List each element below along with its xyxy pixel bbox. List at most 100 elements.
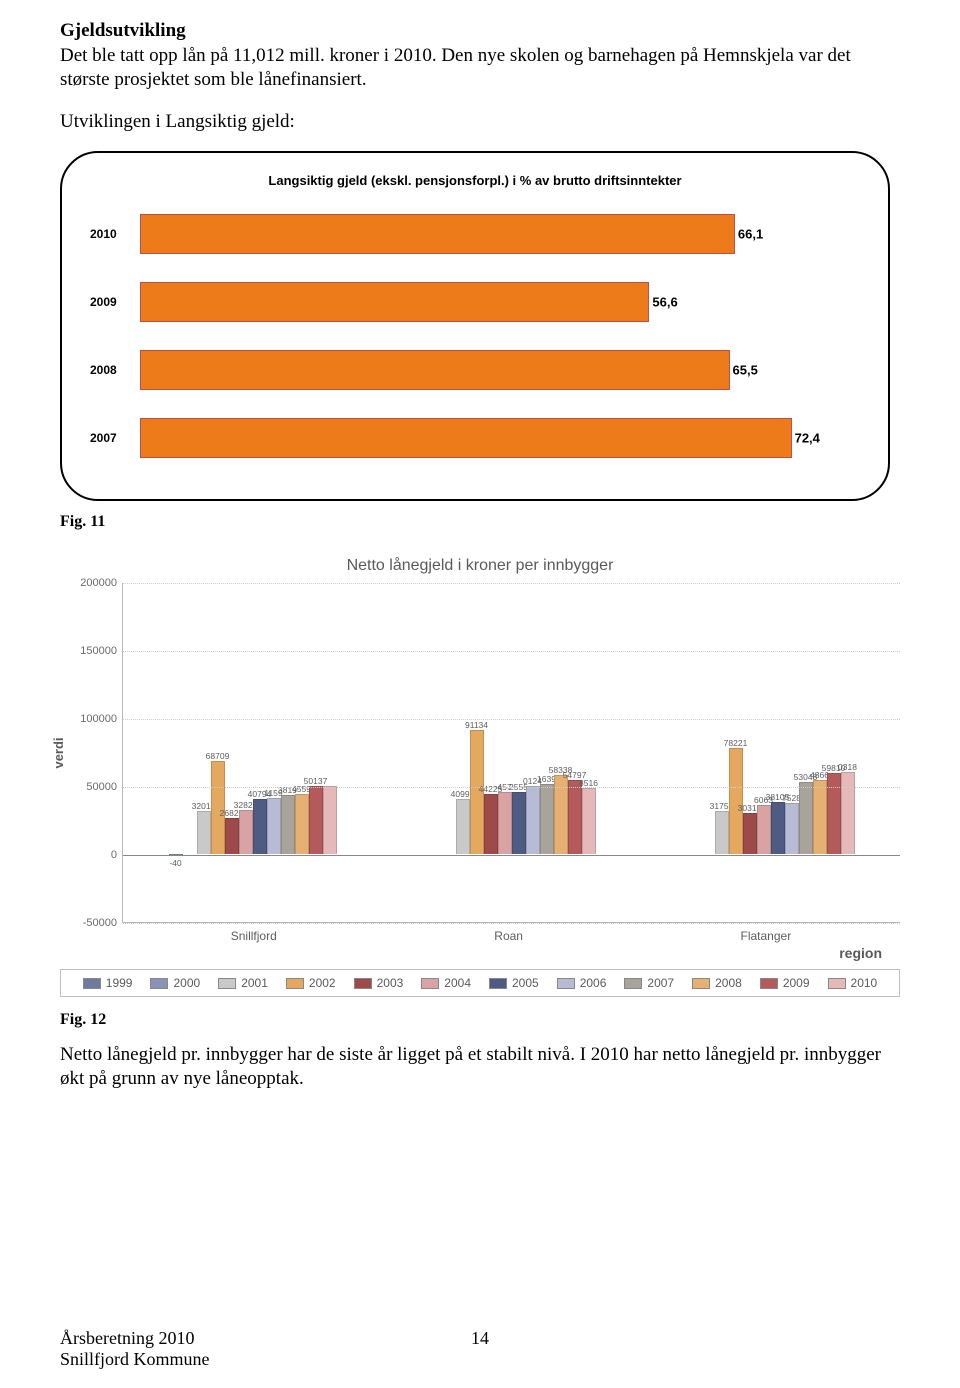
chart2-bar-label: -40: [169, 858, 181, 868]
chart2-group: 4099691134442254572555012416395833854797…: [428, 583, 596, 922]
chart2-bar: 50137: [309, 786, 323, 854]
legend-swatch: [218, 978, 236, 989]
chart2-bar: 1639: [540, 784, 554, 854]
legend-swatch: [828, 978, 846, 989]
chart2-group: -40 32014 68709 268203282340794115938194559…: [169, 583, 337, 922]
chart1-bar: 65,5: [140, 350, 730, 390]
chart1-bar: 66,1: [140, 214, 735, 254]
legend-item: 2009: [760, 976, 810, 990]
chart2-bar: 44225: [484, 794, 498, 854]
chart2-bar: 30316: [743, 813, 757, 854]
chart2-bar: 53048: [799, 782, 813, 854]
chart1-title: Langsiktig gjeld (ekskl. pensjonsforpl.)…: [90, 173, 860, 188]
chart1-container: Langsiktig gjeld (ekskl. pensjonsforpl.)…: [60, 151, 890, 501]
legend-label: 2008: [715, 976, 742, 990]
chart2-ytick-label: 100000: [65, 713, 117, 725]
chart2-legend: 1999 2000 2001 2002 2003 2004 2005 2006 2007 2008…: [60, 969, 900, 997]
chart2-bar: 0318: [841, 772, 855, 854]
legend-swatch: [150, 978, 168, 989]
chart1-year-label: 2009: [90, 295, 140, 309]
legend-item: 1999: [83, 976, 133, 990]
chart2-bar: 26820: [225, 818, 239, 854]
legend-label: 2004: [444, 976, 471, 990]
chart1-bar-cell: 56,6: [140, 282, 860, 322]
chart1-value-label: 66,1: [734, 227, 763, 242]
chart2-ytick-label: 0: [65, 849, 117, 861]
legend-item: 2004: [421, 976, 471, 990]
legend-item: 2006: [557, 976, 607, 990]
chart2-ytick-label: -50000: [65, 917, 117, 929]
page-footer: Årsberetning 2010 Snillfjord Kommune 14: [60, 1328, 900, 1370]
legend-label: 2009: [783, 976, 810, 990]
chart2-ylabel: verdi: [51, 737, 66, 768]
legend-label: 2001: [241, 976, 268, 990]
legend-item: 2007: [624, 976, 674, 990]
chart2-bar-label: 78221: [724, 738, 748, 748]
chart1-row: 200865,5: [90, 336, 860, 404]
chart2-bar-label: 68709: [206, 751, 230, 761]
chart1-year-label: 2007: [90, 431, 140, 445]
closing-paragraph: Netto lånegjeld pr. innbygger har de sis…: [60, 1043, 900, 1091]
chart2-bar: 8516: [582, 788, 596, 854]
legend-swatch: [760, 978, 778, 989]
chart1-row: 200956,6: [90, 268, 860, 336]
legend-item: 2003: [354, 976, 404, 990]
chart2-bar: 4559: [295, 794, 309, 855]
chart1-year-label: 2008: [90, 363, 140, 377]
chart2-bar: 4866: [813, 780, 827, 855]
chart1-value-label: 65,5: [729, 363, 758, 378]
chart2-bar: 59810: [827, 773, 841, 854]
legend-item: 2010: [828, 976, 878, 990]
chart2-xticks: SnillfjordRoanFlatanger: [122, 929, 900, 943]
chart2-bar-label: 0318: [838, 762, 857, 772]
chart2-bar: 457: [498, 792, 512, 854]
legend-label: 2005: [512, 976, 539, 990]
chart2-bar-negative-wrap: -40: [169, 582, 183, 922]
chart2-bar: 6063: [757, 805, 771, 854]
chart2-bar: 32014: [197, 811, 211, 855]
chart2-gridline: [123, 583, 900, 584]
legend-label: 2010: [851, 976, 878, 990]
chart2-bar: 40794: [253, 799, 267, 854]
chart2-bar: [323, 786, 337, 854]
legend-label: 2002: [309, 976, 336, 990]
fig11-caption: Fig. 11: [60, 513, 900, 531]
chart1-row: 201066,1: [90, 200, 860, 268]
intro-paragraph-2: Utviklingen i Langsiktig gjeld:: [60, 110, 900, 134]
intro-paragraph-1: Det ble tatt opp lån på 11,012 mill. kro…: [60, 44, 900, 92]
chart1-row: 200772,4: [90, 404, 860, 472]
legend-swatch: [421, 978, 439, 989]
chart2-container: Netto lånegjeld i kroner per innbygger v…: [60, 557, 900, 997]
legend-swatch: [489, 978, 507, 989]
chart2-title: Netto lånegjeld i kroner per innbygger: [60, 557, 900, 575]
fig12-caption: Fig. 12: [60, 1011, 900, 1029]
chart2-gridline: [123, 719, 900, 720]
chart2-ytick-label: 150000: [65, 645, 117, 657]
chart2-gridline: [123, 787, 900, 788]
legend-label: 2007: [647, 976, 674, 990]
chart1-bar-cell: 65,5: [140, 350, 860, 390]
chart2-bar: 1159: [267, 798, 281, 854]
chart2-category-label: Snillfjord: [231, 929, 277, 943]
legend-swatch: [83, 978, 101, 989]
section-heading: Gjeldsutvikling: [60, 20, 900, 42]
chart2-plot-area: verdi -403201468709268203282340794115938…: [122, 583, 900, 923]
chart2-ytick-label: 200000: [65, 577, 117, 589]
chart2-bar: 3819: [281, 795, 295, 855]
legend-item: 2000: [150, 976, 200, 990]
legend-swatch: [624, 978, 642, 989]
chart2-bar: 32823: [239, 810, 253, 855]
chart2-ytick-label: 50000: [65, 781, 117, 793]
legend-item: 2005: [489, 976, 539, 990]
legend-item: 2001: [218, 976, 268, 990]
chart2-bar-label: 91134: [465, 720, 488, 730]
footer-left-line1: Årsberetning 2010: [60, 1328, 210, 1349]
page-number: 14: [471, 1328, 489, 1349]
footer-left-line2: Snillfjord Kommune: [60, 1349, 210, 1370]
legend-label: 2003: [377, 976, 404, 990]
legend-swatch: [354, 978, 372, 989]
chart2-zero-axis: [123, 855, 900, 856]
chart1-bar-cell: 66,1: [140, 214, 860, 254]
chart2-bar: 7528: [785, 803, 799, 854]
chart2-bar: 78221: [729, 748, 743, 854]
